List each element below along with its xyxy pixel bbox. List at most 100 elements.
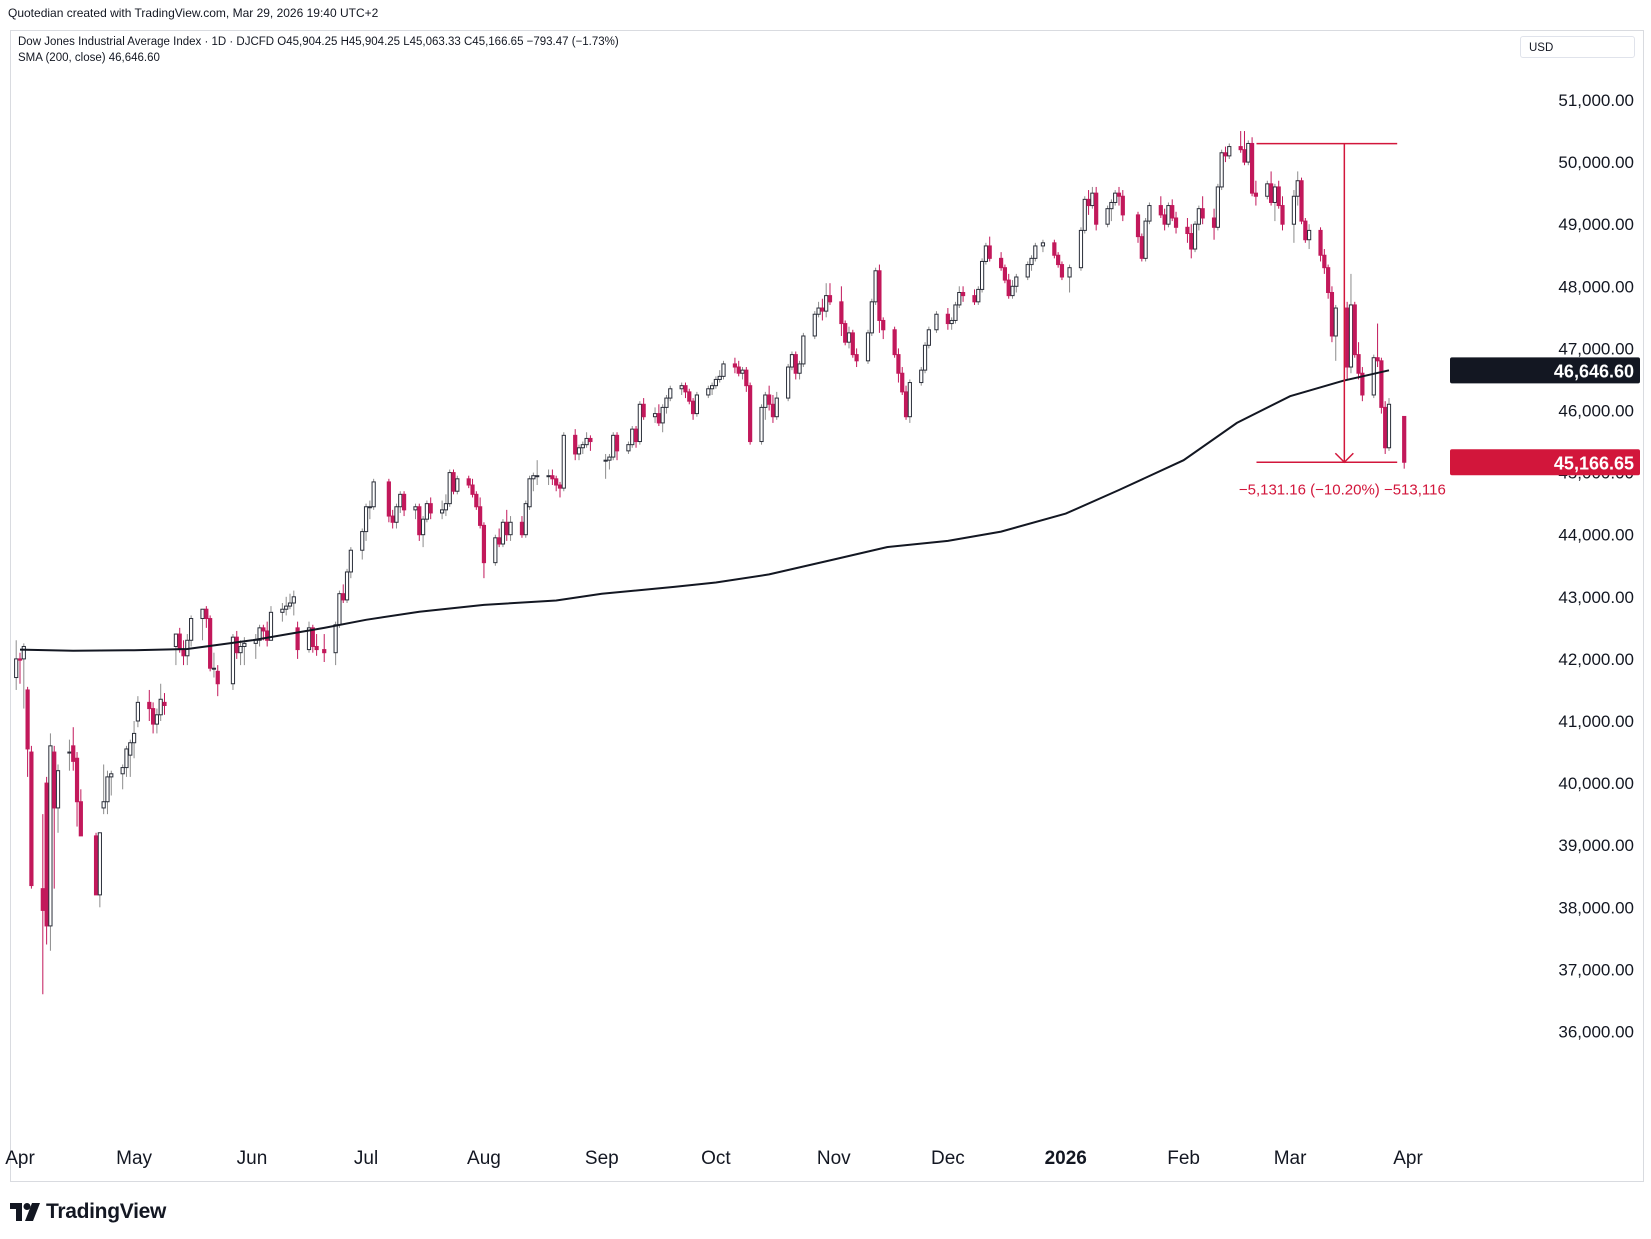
candle-4 [29, 751, 34, 887]
candle-185 [1029, 257, 1034, 266]
candle-69 [398, 493, 403, 508]
y-tick-label-0: 51,000.00 [1558, 91, 1634, 110]
candle-23 [135, 701, 140, 722]
candle-214 [1196, 208, 1201, 225]
candle-24 [147, 701, 152, 710]
candle-166 [922, 344, 928, 371]
candle-31 [181, 649, 186, 657]
y-tick-label-10: 41,000.00 [1558, 712, 1634, 731]
candle-52 [295, 627, 300, 651]
x-tick-label-8: Dec [931, 1148, 965, 1169]
candle-last [1402, 415, 1407, 463]
candle-45 [261, 627, 266, 632]
candle-10 [67, 751, 72, 754]
x-tick-label-7: Nov [817, 1148, 851, 1169]
candle-91 [519, 521, 525, 536]
candle-1 [17, 658, 23, 661]
candle-104 [584, 437, 589, 446]
candle-247 [1375, 357, 1380, 362]
tradingview-logo[interactable]: TradingView [10, 1200, 166, 1224]
y-tick-label-9: 42,000.00 [1558, 650, 1634, 669]
candle-159 [881, 319, 886, 331]
candle-82 [470, 484, 475, 495]
candle-155 [865, 332, 871, 362]
candle-118 [664, 397, 669, 408]
candle-131 [736, 366, 741, 374]
candle-63 [363, 506, 369, 533]
candle-175 [976, 288, 981, 303]
candle-123 [690, 400, 696, 415]
candle-219 [1223, 152, 1228, 157]
legend-sma: SMA (200, close) 46,646.60 [18, 52, 160, 64]
candle-62 [360, 531, 365, 551]
candle-201 [1120, 195, 1125, 216]
candle-160 [892, 329, 897, 356]
candle-154 [854, 354, 859, 362]
candle-9 [55, 770, 61, 809]
candle-21 [128, 742, 133, 756]
candle-140 [786, 366, 791, 399]
candle-148 [824, 295, 829, 312]
candle-110 [626, 444, 631, 452]
candle-203 [1139, 236, 1144, 259]
candle-98 [554, 478, 559, 486]
candle-184 [1025, 264, 1030, 278]
candle-156 [869, 301, 874, 334]
currency-selector[interactable]: USD [1520, 36, 1635, 58]
candle-6 [44, 782, 49, 927]
candle-210 [1173, 217, 1179, 228]
candle-25 [150, 708, 156, 725]
candle-169 [945, 313, 950, 325]
candle-57 [333, 624, 338, 654]
candle-132 [740, 369, 745, 374]
candle-81 [466, 478, 471, 486]
candle-157 [873, 270, 878, 303]
candle-86 [493, 537, 498, 564]
candle-109 [614, 434, 620, 452]
candle-248 [1379, 360, 1384, 408]
y-tick-label-12: 39,000.00 [1558, 836, 1634, 855]
candle-130 [732, 363, 738, 368]
candle-17 [105, 776, 110, 803]
candle-114 [641, 403, 646, 418]
candle-40 [234, 636, 239, 654]
candle-178 [987, 245, 992, 259]
candle-72 [417, 506, 422, 536]
candle-56 [322, 649, 327, 654]
candle-53 [306, 627, 312, 651]
candle-236 [1318, 229, 1323, 256]
candle-238 [1326, 267, 1331, 294]
candle-79 [451, 472, 456, 492]
candle-163 [903, 391, 909, 418]
candle-112 [633, 428, 639, 443]
candle-54 [310, 627, 315, 647]
candle-49 [284, 605, 289, 610]
candle-243 [1352, 304, 1357, 356]
candle-38 [215, 670, 220, 685]
candle-232 [1295, 180, 1300, 197]
candle-108 [611, 434, 616, 458]
candle-246 [1371, 357, 1376, 396]
y-tick-label-15: 36,000.00 [1558, 1023, 1634, 1042]
candle-142 [793, 354, 798, 374]
candle-240 [1333, 307, 1338, 337]
candle-213 [1192, 223, 1198, 250]
candle-122 [687, 391, 692, 402]
candle-35 [204, 608, 209, 620]
candle-125 [706, 388, 711, 396]
candle-55 [314, 645, 319, 651]
candle-231 [1291, 195, 1297, 225]
candle-199 [1113, 192, 1118, 203]
candle-126 [709, 385, 715, 390]
candle-194 [1086, 198, 1091, 207]
candle-26 [154, 714, 159, 725]
candle-102 [576, 447, 582, 455]
candle-47 [268, 611, 274, 641]
sma-price-badge-label: 46,646.60 [1554, 361, 1634, 381]
candle-174 [972, 295, 977, 303]
candle-88 [500, 521, 506, 545]
candle-221 [1238, 146, 1243, 151]
candle-14 [93, 835, 99, 896]
candle-245 [1360, 372, 1365, 396]
